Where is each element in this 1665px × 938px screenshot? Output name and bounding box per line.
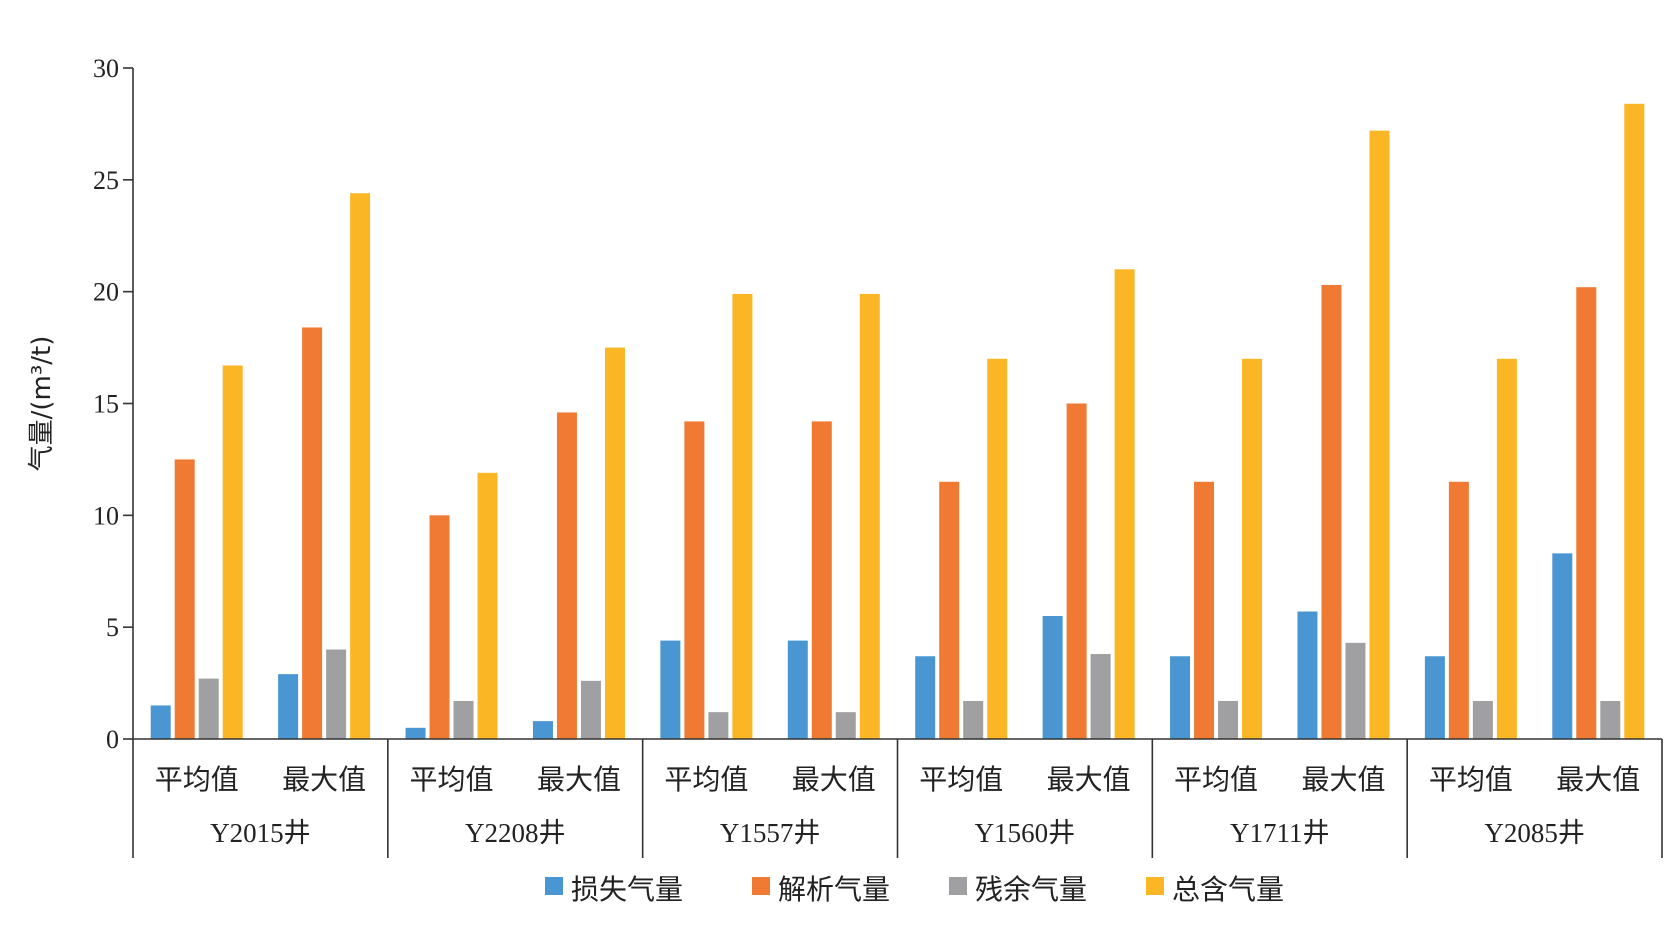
bar xyxy=(1552,553,1573,739)
bar xyxy=(1345,642,1366,739)
bar xyxy=(350,193,371,740)
bar xyxy=(477,472,498,739)
category-label: 最大值 xyxy=(537,763,621,796)
bar xyxy=(1194,481,1215,739)
bar xyxy=(1496,358,1517,739)
category-label: 平均值 xyxy=(1429,763,1513,796)
legend-label: 残余气量 xyxy=(975,873,1087,906)
y-axis: 0 5 10 15 20 25 30 气量/(m³/t) xyxy=(27,54,134,754)
category-label: 平均值 xyxy=(155,763,239,796)
bar xyxy=(1066,403,1087,739)
y-tick-label: 30 xyxy=(93,54,119,83)
bar xyxy=(198,678,219,739)
y-tick-label: 10 xyxy=(93,501,119,530)
bar xyxy=(1576,287,1597,739)
bar xyxy=(732,293,753,739)
well-label: Y2085井 xyxy=(1484,818,1585,848)
bar xyxy=(811,421,832,739)
category-label: 最大值 xyxy=(1556,763,1640,796)
bar xyxy=(302,327,323,739)
bar xyxy=(150,705,171,739)
x-axis: 平均值 最大值 Y2015井 平均值 最大值 Y2208井 平均值 最大值 Y1557井 平均值 最… xyxy=(132,738,1663,858)
y-tick-label: 5 xyxy=(106,613,119,642)
y-axis-label: 气量/(m³/t) xyxy=(27,336,57,472)
legend-label: 总含气量 xyxy=(1172,873,1284,906)
bar xyxy=(787,640,808,739)
bar xyxy=(580,680,601,739)
y-tick-label: 15 xyxy=(93,390,119,419)
bar xyxy=(1297,611,1318,739)
category-label: 平均值 xyxy=(410,763,494,796)
y-tick-label: 25 xyxy=(93,166,119,195)
bar xyxy=(453,700,474,739)
bar xyxy=(915,656,936,739)
legend-label: 损失气量 xyxy=(571,873,683,906)
category-label: 最大值 xyxy=(792,763,876,796)
category-label: 平均值 xyxy=(664,763,748,796)
bar xyxy=(660,640,681,739)
well-label: Y2015井 xyxy=(210,818,311,848)
category-label: 平均值 xyxy=(919,763,1003,796)
bar xyxy=(326,649,347,739)
bar xyxy=(1042,615,1063,739)
bar xyxy=(429,515,450,739)
bar xyxy=(859,293,880,739)
bar xyxy=(708,712,729,739)
bar xyxy=(1369,130,1390,740)
bar xyxy=(1472,700,1493,739)
legend-swatch xyxy=(949,877,967,895)
bar xyxy=(278,674,299,739)
well-label: Y1711井 xyxy=(1230,818,1330,848)
bar xyxy=(1170,656,1191,739)
bar xyxy=(174,459,195,739)
bar xyxy=(684,421,705,739)
bar xyxy=(1624,103,1645,739)
legend-swatch xyxy=(545,877,563,895)
bar xyxy=(1090,654,1111,739)
y-tick-label: 0 xyxy=(106,725,119,754)
bar xyxy=(1218,700,1239,739)
legend-swatch xyxy=(752,877,770,895)
bar xyxy=(532,721,553,739)
bar xyxy=(939,481,960,739)
bars xyxy=(150,103,1645,740)
category-label: 平均值 xyxy=(1174,763,1258,796)
bar xyxy=(1321,284,1342,739)
well-label: Y2208井 xyxy=(465,818,566,848)
bar xyxy=(405,727,426,739)
bar xyxy=(604,347,625,739)
bar xyxy=(1600,700,1621,739)
bar xyxy=(1114,269,1135,739)
bar xyxy=(835,712,856,739)
legend-swatch xyxy=(1146,877,1164,895)
well-label: Y1557井 xyxy=(720,818,821,848)
legend: 损失气量 解析气量 残余气量 总含气量 xyxy=(545,873,1284,906)
bar xyxy=(222,365,243,739)
category-label: 最大值 xyxy=(282,763,366,796)
bar xyxy=(1424,656,1445,739)
bar xyxy=(963,700,984,739)
bar xyxy=(556,412,577,739)
bar xyxy=(987,358,1008,739)
bar xyxy=(1448,481,1469,739)
bar xyxy=(1242,358,1263,739)
category-label: 最大值 xyxy=(1301,763,1385,796)
category-label: 最大值 xyxy=(1047,763,1131,796)
y-tick-label: 20 xyxy=(93,278,119,307)
well-label: Y1560井 xyxy=(975,818,1076,848)
legend-label: 解析气量 xyxy=(778,873,890,906)
